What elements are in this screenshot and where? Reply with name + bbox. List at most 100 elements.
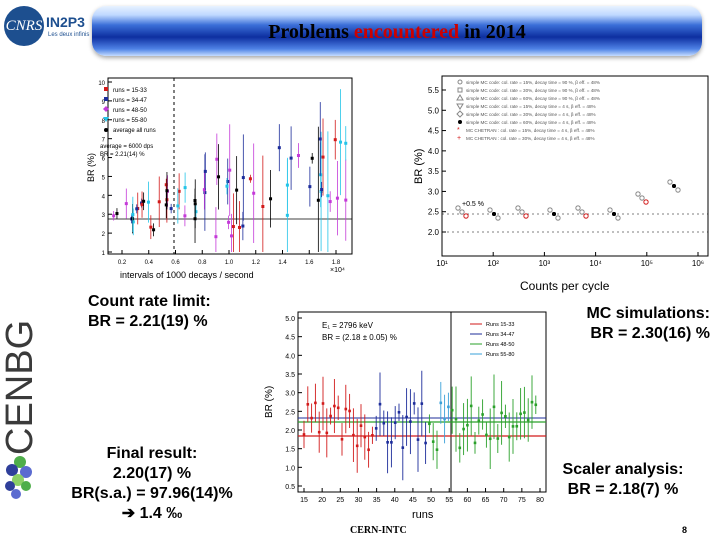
mc-legend-7: MC CHETRAN : col. rate = 15%, decay time… [466,128,595,133]
runs-point [321,402,325,405]
rate-point [164,183,168,187]
runs-point [340,437,344,441]
rate-point [202,188,206,192]
runs-info-1: E₁ = 2796 keV [322,321,374,330]
mc-ytick-label: 3.5 [428,167,440,176]
mc-ytick-label: 4.5 [428,127,440,136]
rate-legend-5: average all runs [113,128,156,134]
rate-xtick-label: 0.6 [171,260,180,266]
mc-legend-marker-8: + [457,135,461,142]
mc-point [487,207,493,213]
cnrs-logo-text: CNRS [5,17,43,34]
mc-point [639,195,645,201]
mc-point [519,209,525,215]
runs-ytick-label: 4.0 [285,353,295,360]
runs-point [511,425,515,428]
rate-point [269,197,273,201]
mc-point [672,184,676,188]
mc-point [492,212,496,216]
count-rate-line1: Count rate limit: [88,293,211,310]
runs-point [329,414,332,418]
rate-point [333,138,337,142]
mc-legend-marker-7: * [457,127,460,134]
final-line4: ➔ 1.4 ‰ [52,504,252,524]
runs-point [348,409,351,413]
runs-point [412,402,416,405]
rate-point [203,169,207,173]
legend-marker-2 [104,97,108,101]
rate-point [157,200,161,204]
runs-point [378,402,382,406]
runs-point [374,427,378,430]
runs-point [443,417,446,421]
rate-point [320,188,324,192]
runs-ylabel: BR (%) [264,386,275,418]
mc-legend-1: simple MC code: col. rate = 15%, decay t… [466,80,600,85]
runs-xtick-label: 45 [409,497,417,504]
rate-ytick-label: 3 [102,213,106,219]
mc-xtick-label: 10⁴ [589,259,602,268]
runs-point [488,437,492,441]
scaler-line1: Scaler analysis: [562,461,684,478]
runs-xtick-label: 65 [482,497,490,504]
rate-point [183,214,187,218]
rate-ylabel: BR (%) [86,153,96,182]
runs-point [336,406,340,410]
rate-point [164,203,168,207]
runs-point [317,430,321,434]
runs-point [390,441,393,444]
rate-ytick-label: 8 [102,119,106,125]
runs-ytick-label: 3.5 [285,372,295,379]
count-rate-label: Count rate limit: BR = 2.21(19) % [88,292,211,332]
mc-xtick-label: 10³ [539,259,551,268]
rate-point [177,189,181,193]
mc-legend-marker-3 [456,94,464,101]
rate-point [339,140,343,144]
plot-mc: 2.0 2.5 3.0 3.5 4.0 4.5 5.0 5.5 10¹ 10² 10³ 10⁴ 10⁵… [408,74,714,296]
rate-point [296,154,300,158]
runs-point [382,421,386,425]
title-part3: in 2014 [459,21,526,43]
rate-ytick-label: 9 [102,100,106,106]
rate-point [215,157,219,161]
rate-point [165,189,169,193]
runs-ytick-label: 1.0 [285,465,295,472]
rate-point [241,176,245,180]
runs-legend-4: Runs 55-80 [486,352,514,358]
runs-legend-2: Runs 34-47 [486,332,514,338]
arrow-icon: ➔ [121,505,136,522]
runs-point [435,448,439,452]
rate-ytick-label: 7 [102,138,106,144]
mc-point [547,207,553,213]
runs-info-2: BR = (2.18 ± 0.05) % [322,333,397,342]
rate-point [252,191,256,195]
mc-point [555,215,561,221]
rate-ytick-label: 1 [102,251,106,257]
rate-point [142,199,146,203]
mc-point [583,213,589,219]
rate-point [318,137,322,141]
rate-point [321,155,325,159]
rate-point [217,175,221,179]
runs-xtick-label: 25 [336,497,344,504]
rate-point [230,234,234,238]
runs-legend: Runs 15-33 Runs 34-47 Runs 48-50 Runs 55… [470,322,514,358]
cenbg-logo-text: CENBG [0,320,41,455]
rate-point [183,186,187,190]
rate-point [326,194,330,198]
runs-point [302,433,306,436]
rate-note-2: BR = 2.21(14) % [100,152,145,158]
rate-xtick-label: 0.8 [198,260,207,266]
mc-legend-4: simple MC code: col. rate = 15%, decay t… [466,104,596,109]
mc-point [575,205,581,211]
in2p3-logo: IN2P3 Les deux infinis [46,8,90,42]
runs-point [428,422,431,426]
mc-legend-marker-2 [457,87,463,93]
runs-xtick-label: 50 [427,497,435,504]
rate-point [308,185,312,189]
rate-ytick-label: 10 [98,81,105,87]
runs-point [306,403,310,406]
runs-ytick-label: 1.5 [285,447,295,454]
rate-point [193,217,197,221]
mc-ytick-label: 2.5 [428,208,440,217]
